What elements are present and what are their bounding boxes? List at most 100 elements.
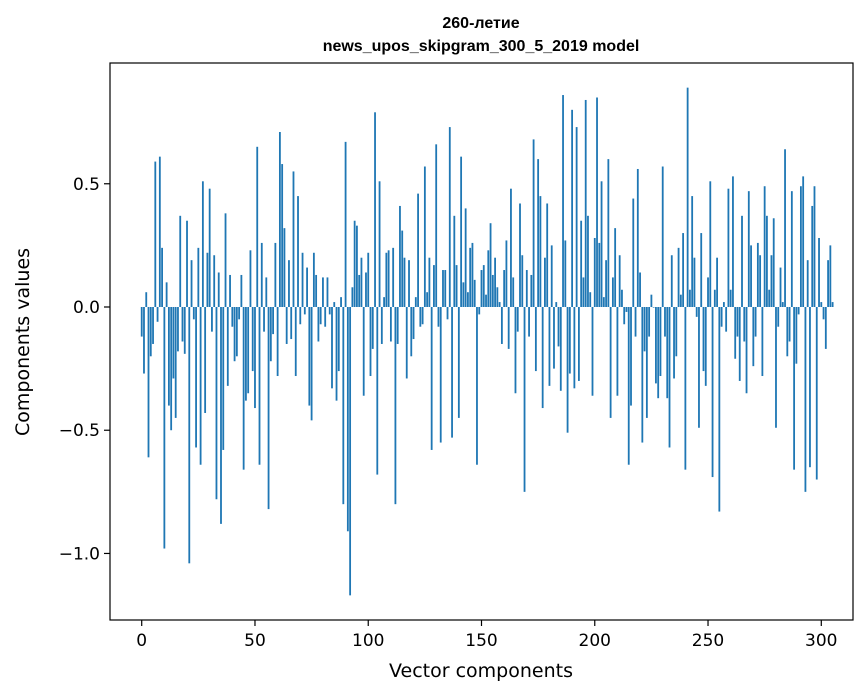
x-tick-label: 100: [352, 631, 384, 651]
bar: [344, 141, 347, 307]
bar: [385, 252, 388, 307]
bar: [294, 307, 297, 377]
bar: [754, 307, 757, 337]
bar: [519, 203, 521, 307]
bar: [770, 255, 773, 307]
bar: [161, 247, 163, 307]
bar: [772, 218, 775, 307]
bar: [575, 127, 578, 307]
bar: [763, 186, 766, 307]
bar: [596, 97, 598, 307]
bar: [217, 272, 220, 307]
bar: [641, 307, 644, 443]
bar: [235, 307, 238, 357]
bar: [822, 307, 825, 320]
bar: [335, 307, 338, 401]
bar: [525, 270, 528, 307]
bar: [267, 307, 270, 510]
bar: [496, 287, 499, 307]
bar: [254, 307, 256, 409]
y-tick-label: −1.0: [59, 544, 100, 564]
bar: [485, 294, 487, 307]
bar: [659, 307, 662, 377]
bar: [534, 307, 537, 372]
bar: [591, 307, 594, 396]
bar: [738, 307, 741, 381]
bar: [346, 307, 349, 532]
bar: [532, 139, 535, 307]
bar: [308, 307, 311, 406]
bar: [584, 99, 587, 307]
bar: [317, 307, 320, 342]
bar: [149, 307, 152, 357]
bar: [186, 220, 188, 307]
bar: [720, 307, 723, 327]
bar: [711, 307, 714, 478]
bar: [491, 274, 494, 307]
bar: [324, 307, 327, 327]
bar: [442, 270, 444, 307]
bar: [179, 215, 182, 307]
bar: [152, 307, 154, 344]
bar: [158, 156, 161, 307]
bar: [655, 307, 657, 384]
bar: [165, 282, 168, 307]
bar: [444, 270, 447, 307]
bar: [351, 287, 354, 307]
bar: [741, 215, 743, 307]
bar: [451, 307, 453, 438]
bar: [684, 307, 687, 470]
bar: [471, 242, 474, 307]
bar: [220, 307, 222, 524]
bar: [766, 215, 768, 307]
bar: [281, 164, 284, 307]
bar: [745, 307, 748, 394]
x-tick-label: 200: [579, 631, 611, 651]
bar: [668, 307, 671, 448]
bar: [555, 302, 558, 307]
bar: [439, 307, 442, 443]
bar: [523, 307, 526, 492]
bar: [353, 220, 356, 307]
bar: [698, 307, 700, 428]
bar: [224, 213, 227, 307]
bar: [301, 252, 304, 307]
bar: [163, 307, 166, 549]
bar: [226, 307, 229, 386]
y-tick-label: −0.5: [59, 421, 100, 441]
bar: [222, 307, 225, 450]
bar: [233, 307, 236, 362]
bar: [383, 297, 385, 307]
bar: [140, 307, 143, 337]
bar: [781, 302, 784, 307]
bar: [747, 191, 750, 307]
bar: [433, 265, 435, 307]
bar: [514, 307, 517, 394]
bar: [403, 257, 406, 307]
bar: [290, 307, 293, 340]
x-tick-label: 150: [465, 631, 497, 651]
bar: [476, 307, 478, 465]
bar: [815, 307, 818, 480]
bar: [340, 297, 342, 307]
bar: [500, 307, 503, 344]
x-tick-label: 50: [244, 631, 266, 651]
bar: [648, 307, 651, 337]
bar: [797, 307, 800, 315]
bar: [516, 307, 519, 332]
bar: [573, 307, 576, 389]
bar: [707, 277, 709, 307]
bar: [478, 307, 481, 315]
bar: [673, 307, 675, 379]
bar: [288, 260, 290, 307]
bar: [829, 245, 832, 307]
bar: [183, 307, 186, 354]
bar: [399, 205, 401, 307]
bar: [704, 307, 707, 386]
bar: [249, 250, 252, 307]
bar: [541, 307, 544, 409]
bar: [278, 132, 281, 307]
bar: [820, 302, 823, 307]
bar: [736, 307, 739, 337]
bar: [682, 233, 685, 307]
